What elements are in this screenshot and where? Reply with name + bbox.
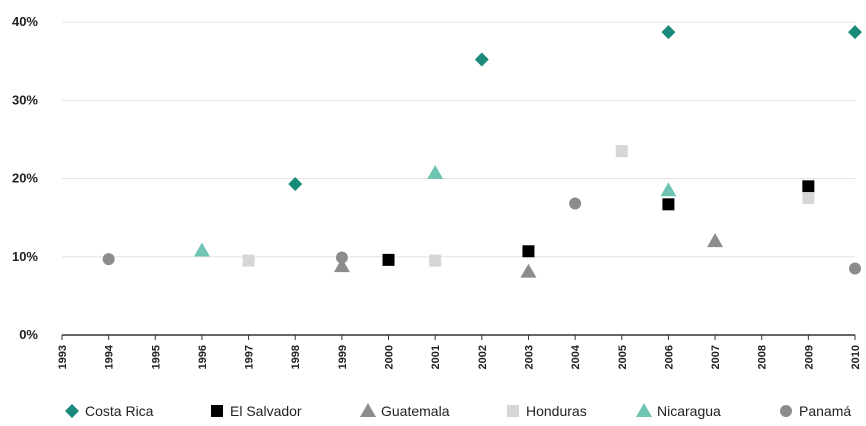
legend-label-honduras: Honduras	[526, 403, 587, 419]
data-point-costa-rica	[288, 176, 303, 191]
legend-marker-nicaragua	[636, 403, 652, 417]
x-tick-label: 2001	[430, 345, 442, 369]
data-point-guatemala	[707, 233, 724, 248]
x-tick-label: 2010	[850, 345, 862, 369]
data-point-nicaragua	[427, 165, 444, 180]
gridlines	[62, 21, 855, 258]
y-tick-label: 10%	[12, 249, 38, 264]
x-tick-label: 1995	[150, 345, 162, 369]
y-tick-label: 20%	[12, 171, 38, 186]
data-point-panama	[102, 253, 115, 266]
legend-marker-honduras	[507, 405, 519, 417]
data-points	[102, 25, 862, 278]
y-tick-labels: 0% 10% 20% 30% 40%	[12, 14, 38, 342]
data-point-el-salvador	[382, 253, 395, 266]
data-point-panama	[849, 262, 861, 275]
x-tick-label: 1994	[104, 344, 116, 369]
data-point-nicaragua	[660, 182, 677, 197]
x-tick-label: 1999	[337, 345, 349, 369]
data-point-panama	[335, 251, 348, 264]
data-point-costa-rica	[474, 52, 489, 67]
y-tick-label: 30%	[12, 92, 38, 107]
data-point-el-salvador	[522, 245, 535, 258]
legend-marker-panama	[780, 405, 792, 417]
data-point-honduras	[615, 145, 628, 158]
data-point-el-salvador	[802, 180, 815, 193]
x-tick-label: 2000	[384, 345, 396, 369]
data-point-costa-rica	[848, 25, 862, 40]
legend-label-el-salvador: El Salvador	[230, 403, 302, 419]
data-point-honduras	[802, 192, 815, 205]
x-tick-label: 2003	[523, 345, 535, 369]
x-tick-label: 2005	[617, 345, 629, 369]
legend: Costa Rica El Salvador Guatemala Honduras Ni…	[65, 403, 851, 419]
x-tick-label: 1998	[290, 345, 302, 369]
x-tick-label: 1993	[57, 345, 69, 369]
y-tick-label: 0%	[19, 327, 38, 342]
data-point-honduras	[242, 254, 255, 267]
legend-label-nicaragua: Nicaragua	[657, 403, 721, 419]
data-point-el-salvador	[662, 198, 675, 211]
x-tick-label: 1996	[197, 345, 209, 369]
legend-label-panama: Panamá	[799, 403, 851, 419]
x-tick-labels: 1993 1994 1995 1996 1997 1998 1999 2000 2001 2002…	[57, 344, 862, 369]
x-tick-label: 2009	[803, 345, 815, 369]
x-tick-label: 2006	[663, 345, 675, 369]
x-tick-label: 2008	[757, 345, 769, 369]
data-point-honduras	[429, 254, 442, 267]
x-tick-label: 2007	[710, 345, 722, 369]
y-tick-label: 40%	[12, 14, 38, 29]
data-point-costa-rica	[661, 25, 676, 40]
axes	[61, 334, 856, 340]
legend-marker-el-salvador	[211, 405, 223, 417]
legend-label-costa-rica: Costa Rica	[85, 403, 154, 419]
legend-marker-costa-rica	[65, 404, 79, 418]
data-point-guatemala	[520, 263, 537, 278]
x-tick-label: 2004	[570, 344, 582, 369]
legend-label-guatemala: Guatemala	[381, 403, 450, 419]
data-point-panama	[569, 197, 582, 210]
data-point-nicaragua	[193, 242, 210, 257]
legend-marker-guatemala	[360, 403, 376, 417]
data-point-guatemala	[333, 258, 350, 273]
x-tick-label: 2002	[477, 345, 489, 369]
x-tick-label: 1997	[244, 345, 256, 369]
